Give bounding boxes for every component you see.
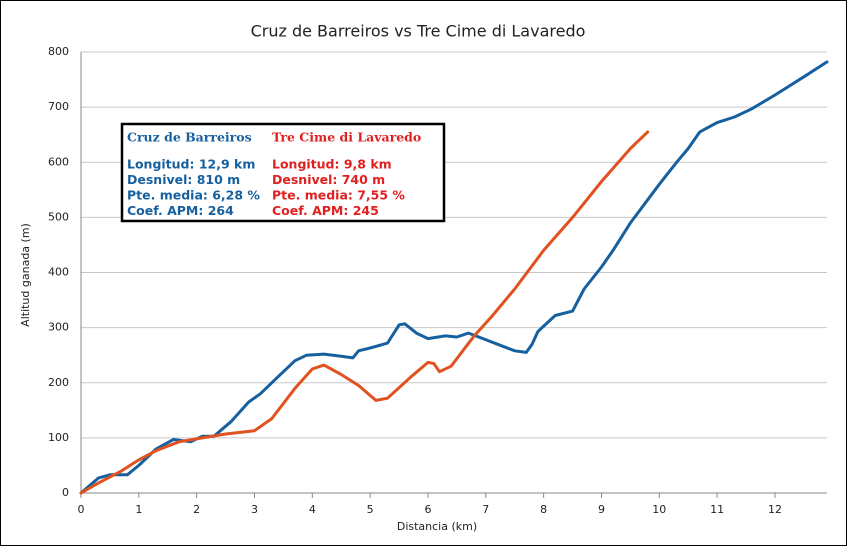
x-tick-label: 6: [424, 503, 431, 516]
chart-title: Cruz de Barreiros vs Tre Cime di Lavared…: [251, 22, 586, 41]
y-tick-label: 0: [62, 486, 69, 499]
x-tick-label: 3: [251, 503, 258, 516]
x-tick-label: 8: [540, 503, 547, 516]
annotation-line: Desnivel: 810 m: [127, 172, 240, 187]
y-tick-label: 500: [48, 210, 69, 223]
x-tick-label: 1: [135, 503, 142, 516]
x-tick-label: 9: [598, 503, 605, 516]
y-axis-title: Altitud ganada (m): [19, 223, 32, 327]
x-tick-label: 7: [482, 503, 489, 516]
annotation-line: Longitud: 9,8 km: [272, 157, 392, 172]
x-tick-label: 4: [309, 503, 316, 516]
annotation-line: Coef. APM: 264: [127, 203, 234, 218]
x-tick-label: 2: [193, 503, 200, 516]
annotation-line: Coef. APM: 245: [272, 203, 379, 218]
annotation-line: Pte. media: 7,55 %: [272, 188, 405, 203]
x-axis-title: Distancia (km): [397, 520, 477, 533]
x-tick-label: 12: [768, 503, 782, 516]
annotation-title: Cruz de Barreiros: [127, 130, 252, 145]
annotation-title: Tre Cime di Lavaredo: [272, 130, 421, 145]
annotation-line: Pte. media: 6,28 %: [127, 188, 260, 203]
y-tick-label: 700: [48, 100, 69, 113]
x-tick-label: 11: [710, 503, 724, 516]
y-tick-label: 200: [48, 376, 69, 389]
line-series: [79, 130, 650, 495]
y-tick-label: 300: [48, 321, 69, 334]
y-tick-label: 800: [48, 45, 69, 58]
x-tick-label: 10: [652, 503, 666, 516]
x-tick-label: 5: [367, 503, 374, 516]
annotation-line: Longitud: 12,9 km: [127, 157, 255, 172]
annotation-box: [120, 122, 446, 223]
y-tick-label: 100: [48, 431, 69, 444]
annotation-line: Desnivel: 740 m: [272, 172, 385, 187]
y-tick-label: 400: [48, 266, 69, 279]
x-tick-label: 0: [78, 503, 85, 516]
y-tick-label: 600: [48, 155, 69, 168]
